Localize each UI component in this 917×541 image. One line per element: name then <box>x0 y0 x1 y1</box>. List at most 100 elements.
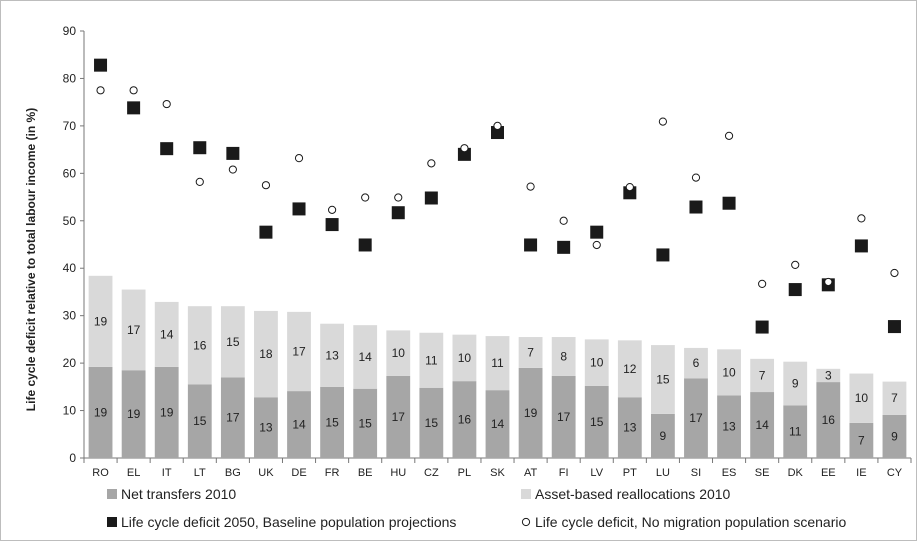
marker-baseline-2050 <box>127 101 141 115</box>
marker-no-migration <box>824 277 833 287</box>
bar-net-transfers <box>452 381 477 458</box>
data-label-net-transfers: 17 <box>392 410 406 424</box>
x-tick-label: UK <box>258 467 274 479</box>
data-label-net-transfers: 14 <box>491 417 505 431</box>
data-label-asset-based: 18 <box>259 347 273 361</box>
bar-net-transfers <box>254 397 278 458</box>
x-tick-label: PL <box>458 467 471 479</box>
bar-asset-based <box>187 306 212 385</box>
data-label-asset-based: 16 <box>193 338 207 352</box>
data-label-net-transfers: 15 <box>590 415 604 429</box>
bar-asset-based <box>617 340 642 398</box>
y-tick-label: 30 <box>63 309 77 323</box>
x-tick-label: EE <box>821 467 836 479</box>
marker-baseline-2050 <box>292 202 306 216</box>
y-tick-label: 80 <box>63 71 77 85</box>
y-tick-label: 20 <box>63 356 77 370</box>
bar-net-transfers <box>386 375 411 458</box>
y-tick-label: 70 <box>63 119 77 133</box>
bar-net-transfers <box>717 395 741 458</box>
data-label-net-transfers: 19 <box>127 407 141 421</box>
labels: 19 19 19 17 19 14 15 16 17 15 13 18 14 17 15 13 15 14 17 10… <box>94 314 898 447</box>
bar-net-transfers <box>353 388 378 458</box>
bar-asset-based <box>783 361 808 406</box>
bar-asset-based <box>551 337 576 376</box>
marker-baseline-2050 <box>689 200 703 214</box>
y-tick-label: 10 <box>63 404 77 418</box>
bar-asset-based <box>121 289 146 371</box>
bar-net-transfers <box>154 366 179 458</box>
data-label-net-transfers: 16 <box>822 413 836 427</box>
data-label-asset-based: 14 <box>160 327 174 341</box>
y-tick-label: 90 <box>63 24 77 38</box>
bar-asset-based <box>419 332 444 388</box>
bar-asset-based <box>220 306 245 378</box>
data-label-net-transfers: 17 <box>226 411 240 425</box>
marker-baseline-2050 <box>94 58 108 72</box>
marker-no-migration <box>625 182 634 192</box>
marker-baseline-2050 <box>457 147 471 161</box>
data-label-net-transfers: 15 <box>425 416 439 430</box>
bar-net-transfers <box>849 422 874 458</box>
bar-net-transfers <box>750 392 775 458</box>
data-label-asset-based: 13 <box>325 348 339 362</box>
marker-baseline-2050 <box>788 283 802 297</box>
x-tick-label: CY <box>887 467 903 479</box>
category-labels: RO EL IT LT BG UK DE FR BE HU CZ PL SK AT FI LV PT LU SI ES… <box>92 467 903 479</box>
marker-baseline-2050 <box>722 196 736 210</box>
marker-no-migration <box>162 99 171 109</box>
marker-baseline-2050 <box>226 146 240 160</box>
bar-asset-based <box>816 368 841 383</box>
marker-baseline-2050 <box>887 320 901 334</box>
data-label-net-transfers: 17 <box>689 411 703 425</box>
y-tick-label: 40 <box>63 261 77 275</box>
legend-swatch <box>107 517 117 527</box>
marker-baseline-2050 <box>590 225 604 239</box>
data-label-asset-based: 17 <box>292 344 306 358</box>
data-label-asset-based: 10 <box>458 351 472 365</box>
marker-no-migration <box>857 214 866 223</box>
marker-no-migration <box>96 86 105 95</box>
data-label-net-transfers: 15 <box>359 416 373 430</box>
data-label-net-transfers: 15 <box>193 414 207 428</box>
bar-asset-based <box>584 339 609 386</box>
bar-asset-based <box>485 336 510 391</box>
x-tick-label: RO <box>92 467 109 479</box>
marker-baseline-2050 <box>391 206 405 220</box>
legend-item: Net transfers 2010 <box>107 486 236 502</box>
marker-no-migration <box>890 268 899 278</box>
data-label-net-transfers: 7 <box>858 433 865 447</box>
data-label-net-transfers: 19 <box>94 405 108 419</box>
bar-net-transfers <box>287 391 311 458</box>
data-label-net-transfers: 14 <box>292 418 306 432</box>
marker-baseline-2050 <box>524 238 538 252</box>
x-tick-label: EL <box>127 467 140 479</box>
marker-no-migration <box>691 173 701 182</box>
marker-baseline-2050 <box>193 141 207 155</box>
data-label-asset-based: 10 <box>590 356 604 370</box>
marker-baseline-2050 <box>656 248 670 262</box>
bar-net-transfers <box>650 413 675 458</box>
marker-no-migration <box>361 193 370 202</box>
data-label-net-transfers: 17 <box>557 410 571 424</box>
data-label-net-transfers: 9 <box>660 429 667 443</box>
bar-net-transfers <box>882 414 907 458</box>
bar-asset-based <box>452 334 477 382</box>
legend: Net transfers 2010 Asset-based reallocati… <box>107 486 846 530</box>
legend-swatch <box>521 489 531 499</box>
bar-net-transfers <box>121 370 146 458</box>
bar-net-transfers <box>419 387 444 458</box>
bar-net-transfers <box>220 377 245 458</box>
marker-no-migration <box>791 260 800 270</box>
bar-asset-based <box>650 345 675 414</box>
data-label-net-transfers: 13 <box>259 421 273 435</box>
data-label-asset-based: 11 <box>491 356 504 370</box>
x-tick-label: HU <box>390 467 406 479</box>
bar-net-transfers <box>485 390 510 458</box>
legend-label: Asset-based reallocations 2010 <box>535 486 731 502</box>
data-label-net-transfers: 13 <box>722 420 736 434</box>
data-label-net-transfers: 15 <box>325 415 339 429</box>
marker-no-migration <box>129 86 138 95</box>
data-label-net-transfers: 16 <box>458 413 472 427</box>
